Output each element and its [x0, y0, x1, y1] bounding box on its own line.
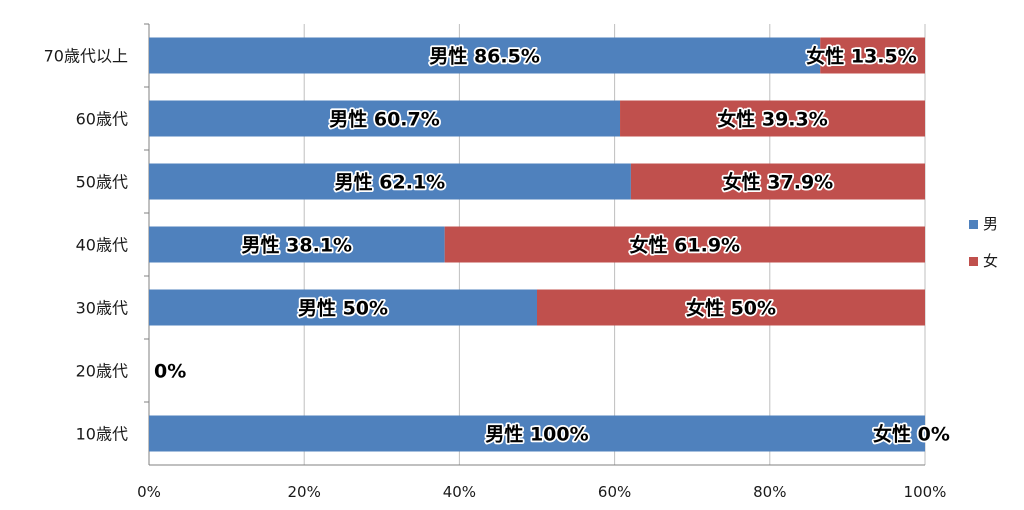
data-label: 男性 100% — [485, 423, 588, 446]
data-labels: 男性 86.5% 女性 13.5% 男性 60.7% 女性 39.3% 男性 62.1%… — [154, 43, 952, 448]
data-label: 女性 50% — [686, 297, 776, 320]
bars — [149, 37, 925, 452]
bar-female — [620, 100, 925, 137]
data-label: 男性 50% — [298, 297, 388, 320]
data-label: 女性 37.9% — [723, 171, 834, 194]
category-label: 50歳代 — [76, 173, 128, 192]
category-label: 60歳代 — [76, 110, 128, 129]
bar-male — [149, 415, 925, 452]
legend-swatch — [969, 220, 978, 229]
x-tick-label: 20% — [288, 483, 321, 501]
legend-item: 男 — [969, 215, 998, 233]
data-label: 男性 60.7% — [329, 108, 440, 131]
bar-male — [149, 100, 621, 137]
data-label: 女性 0% — [873, 423, 950, 446]
bar-male — [149, 37, 821, 74]
category-label: 10歳代 — [76, 425, 128, 444]
x-tick-label: 100% — [904, 483, 947, 501]
bar-female — [444, 226, 925, 263]
category-label: 20歳代 — [76, 362, 128, 381]
legend-label: 女 — [983, 252, 998, 270]
data-label: 0% — [154, 361, 186, 383]
data-label: 男性 38.1% — [242, 234, 353, 257]
legend-label: 男 — [983, 215, 998, 233]
legend-item: 女 — [969, 252, 998, 270]
data-label: 男性 86.5% — [429, 45, 540, 68]
category-label: 40歳代 — [76, 236, 128, 255]
bar-female — [820, 37, 925, 74]
data-label: 男性 62.1% — [335, 171, 446, 194]
x-tick-label: 40% — [443, 483, 476, 501]
bar-male — [149, 163, 631, 200]
bar-female — [630, 163, 925, 200]
legend: 男女 — [969, 215, 998, 270]
data-label: 女性 61.9% — [630, 234, 741, 257]
category-label: 30歳代 — [76, 299, 128, 318]
category-label: 70歳代以上 — [44, 47, 128, 66]
data-label: 女性 39.3% — [717, 108, 828, 131]
x-tick-label: 60% — [598, 483, 631, 501]
data-label: 女性 13.5% — [806, 45, 917, 68]
x-tick-label: 0% — [137, 483, 161, 501]
bar-male — [149, 226, 445, 263]
bar-female — [537, 289, 925, 326]
x-tick-label: 80% — [753, 483, 786, 501]
legend-swatch — [969, 257, 978, 266]
bar-male — [149, 289, 537, 326]
